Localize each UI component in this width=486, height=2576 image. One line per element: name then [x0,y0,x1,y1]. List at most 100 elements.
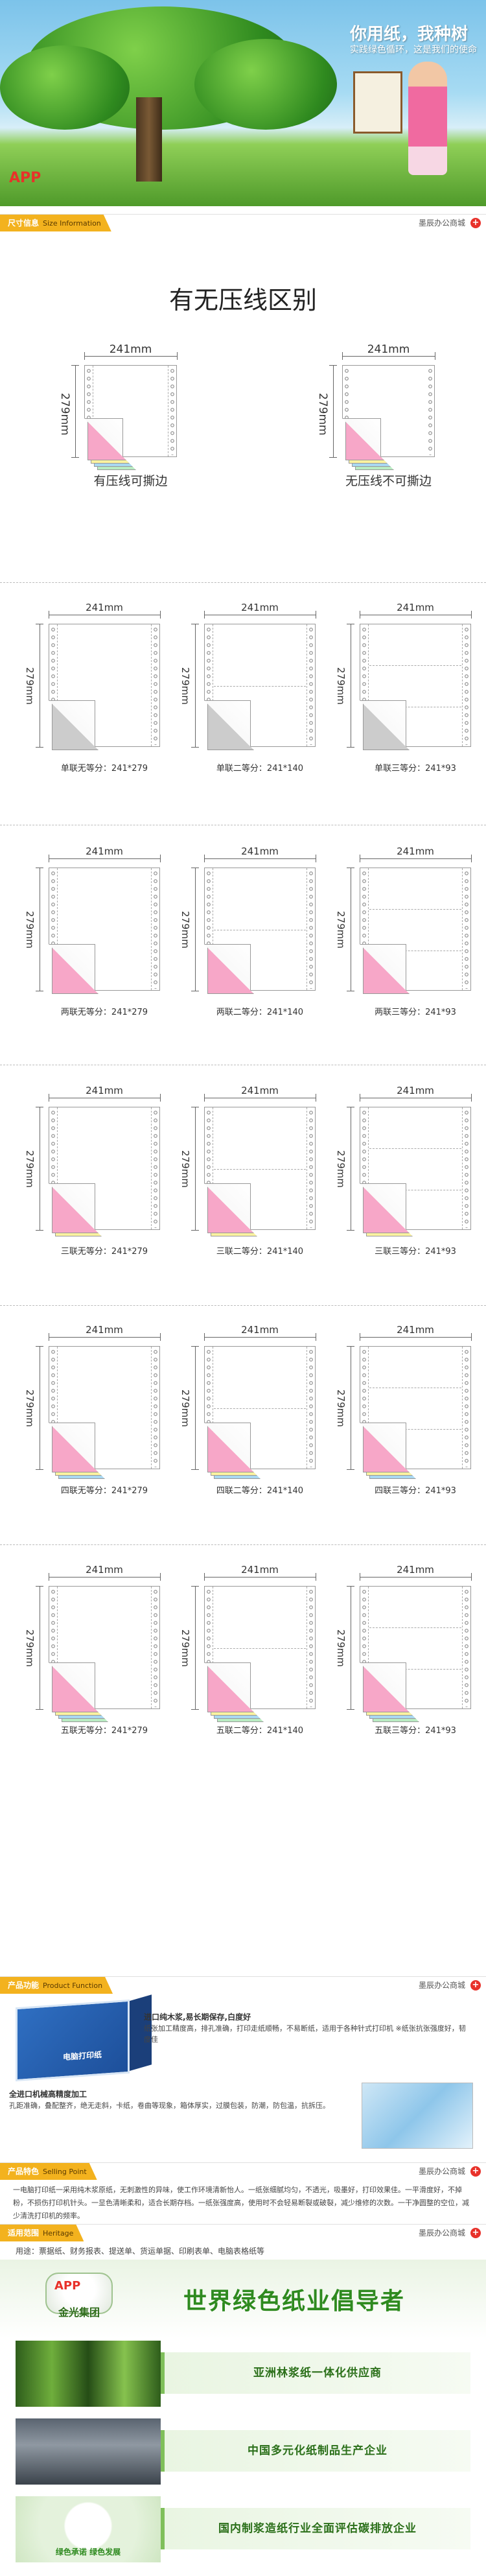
tear-line-left [57,1587,58,1708]
width-tick-left [204,1333,205,1341]
sprocket-holes-right [464,626,469,745]
width-tick-right [471,1573,472,1581]
height-label: 279mm [316,393,329,436]
height-dimension-line [75,365,76,457]
height-tick-top [71,365,79,366]
width-label: 241mm [86,602,123,613]
width-tick-left [204,855,205,862]
tear-line-right [462,624,463,746]
width-dimension-line [204,858,316,859]
brand-row-2: 中国多元化纸制品生产企业 [0,2418,486,2485]
plus-icon[interactable]: + [470,2228,481,2238]
sprocket-holes-right [153,869,158,989]
plus-icon[interactable]: + [470,218,481,228]
section-label: 产品特色 [8,2167,40,2176]
tear-line-right [462,1587,463,1708]
split-line [369,1148,461,1149]
height-tick-bottom [191,1230,199,1231]
tree-crown-left [0,45,130,130]
feature-2-title: 全进口机械高精度加工 [9,2090,87,2099]
green-badge-text: 绿色承诺 绿色发展 [55,2547,121,2557]
section-header-function: 产品功能 Product Function 墨辰办公商城 + [0,1976,486,1994]
paper-stack-image [362,2083,473,2149]
sprocket-holes-left [51,1109,56,1228]
height-tick-bottom [36,1709,43,1710]
height-tick-bottom [347,1230,354,1231]
sprocket-holes-left [206,1588,211,1707]
section-label-en: Heritage [43,2229,74,2238]
tear-line-right [151,868,152,990]
group-name: 金光集团 [58,2306,100,2319]
height-dimension-line [333,365,334,457]
height-label: 279mm [179,667,191,705]
sprocket-holes-left [362,1109,367,1228]
width-label: 241mm [397,1085,434,1096]
width-tick-right [471,855,472,862]
width-tick-right [160,855,161,862]
brand-row-text: 国内制浆造纸行业全面评估碳排放企业 [218,2522,417,2535]
width-label: 241mm [241,845,279,857]
heritage-text: 用途：票据纸、财务报表、提送单、货运单据、印刷表单、电脑表格纸等 [16,2247,265,2256]
section-label-en: Size Information [43,219,101,228]
brand-bar-1: 亚洲林浆纸一体化供应商 [161,2352,470,2394]
height-label: 279mm [179,911,191,949]
height-label: 279mm [335,667,347,705]
store-name[interactable]: 墨辰办公商城 [418,2228,465,2238]
height-label: 279mm [335,1629,347,1667]
height-tick-bottom [347,1469,354,1470]
brand-row-text: 亚洲林浆纸一体化供应商 [253,2367,382,2380]
section-tag: 产品功能 Product Function [0,1977,113,1994]
app-logo: APP [9,170,41,186]
brand-bar-3: 国内制浆造纸行业全面评估碳排放企业 [161,2508,470,2549]
tear-line-left [368,1347,369,1469]
width-tick-left [84,352,85,360]
height-tick-bottom [71,457,79,458]
tear-line-right [151,1347,152,1469]
tear-line-right [151,1587,152,1708]
width-tick-right [160,1573,161,1581]
split-line [369,1429,461,1430]
plus-icon[interactable]: + [470,2166,481,2177]
forest-image [16,2341,161,2407]
width-label: 241mm [241,602,279,613]
sheet-caption: 三联三等分：241*93 [375,1247,456,1257]
tear-line-left [368,868,369,990]
width-tick-left [204,611,205,619]
width-tick-left [342,352,343,360]
store-name[interactable]: 墨辰办公商城 [418,219,465,228]
width-label: 241mm [241,1085,279,1096]
sheet-caption: 两联无等分：241*279 [60,1008,148,1017]
width-tick-right [471,611,472,619]
plus-icon[interactable]: + [470,1980,481,1991]
height-tick-top [191,1586,199,1587]
store-name[interactable]: 墨辰办公商城 [418,1981,465,1990]
height-tick-bottom [347,1709,354,1710]
sprocket-holes-right [170,367,175,455]
width-label: 241mm [241,1324,279,1336]
width-label: 241mm [397,1324,434,1336]
width-label: 241mm [86,845,123,857]
feature-1-text: 纸张加工精度高，排孔准确，打印走纸顺畅，不易断纸，适用于各种针式打印机 ※纸张抗… [144,2024,466,2044]
sprocket-holes-left [86,367,91,455]
factory-image [16,2418,161,2485]
green-badge-image: 绿色承诺 绿色发展 [16,2496,161,2562]
height-label: 279mm [335,1389,347,1427]
sheet-caption: 四联无等分：241*279 [60,1486,148,1496]
store-name[interactable]: 墨辰办公商城 [418,2167,465,2176]
sprocket-holes-left [51,869,56,989]
section-divider [0,1305,486,1306]
split-line [369,665,461,666]
width-tick-right [471,1094,472,1102]
brand-bar-2: 中国多元化纸制品生产企业 [161,2430,470,2472]
sprocket-holes-right [464,869,469,989]
sheet-caption: 五联二等分：241*140 [216,1726,304,1736]
feature-2: 全进口机械高精度加工 孔距准确，叠配整齐，绝无走斜，卡纸，卷曲等现象，箱体厚实，… [9,2089,353,2111]
tear-line-right [151,624,152,746]
width-tick-right [177,352,178,360]
sprocket-holes-right [153,626,158,745]
height-label: 279mm [24,1389,36,1427]
section-label: 产品功能 [8,1981,40,1990]
height-dimension-line [195,1107,196,1230]
sheet-caption: 单联无等分：241*279 [60,764,148,774]
sprocket-holes-left [51,1588,56,1707]
